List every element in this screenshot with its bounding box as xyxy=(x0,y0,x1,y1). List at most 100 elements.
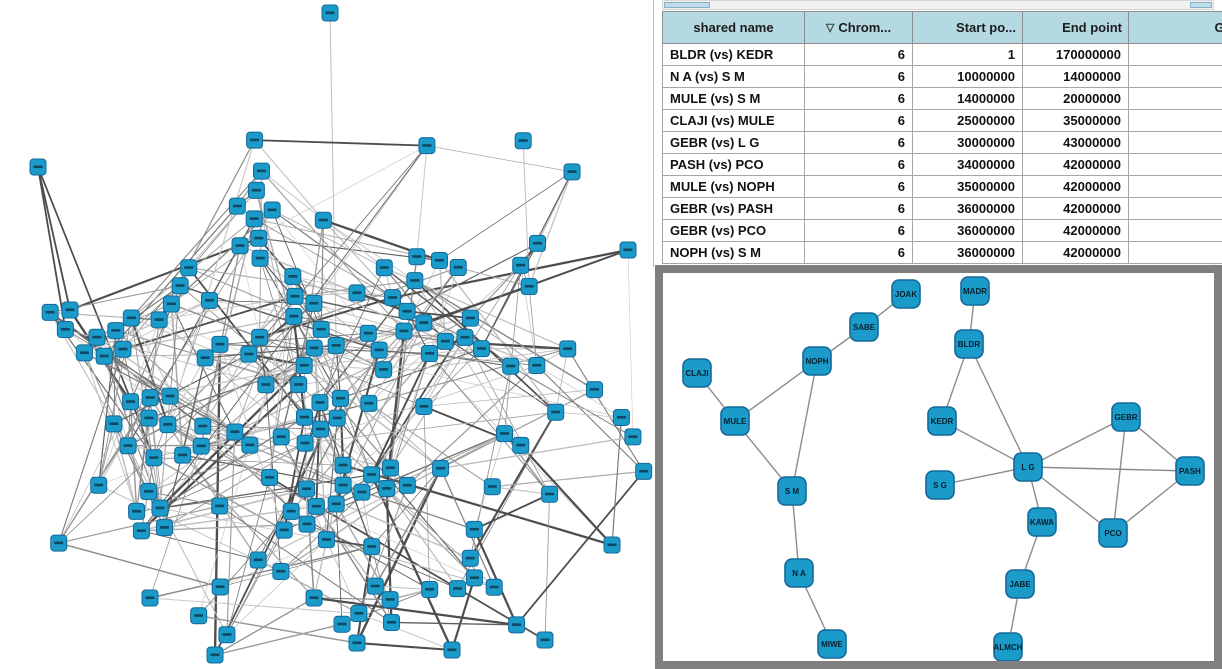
network-node[interactable] xyxy=(122,309,140,327)
network-node[interactable] xyxy=(502,357,520,375)
table-cell[interactable]: 25000000 xyxy=(912,109,1023,132)
network-node-s-m[interactable]: S M xyxy=(777,476,807,506)
network-node[interactable] xyxy=(461,549,479,567)
network-node[interactable] xyxy=(485,578,503,596)
network-node[interactable] xyxy=(200,291,218,309)
table-cell[interactable]: 6 xyxy=(804,197,913,220)
table-cell[interactable]: 35000000 xyxy=(1022,109,1129,132)
network-node[interactable] xyxy=(483,478,501,496)
network-node[interactable] xyxy=(228,197,246,215)
node-shape[interactable] xyxy=(720,406,750,436)
table-cell[interactable]: GEBR (vs) PASH xyxy=(662,197,805,220)
network-node[interactable] xyxy=(140,409,158,427)
network-node[interactable] xyxy=(443,641,461,659)
network-node[interactable] xyxy=(512,256,530,274)
network-node[interactable] xyxy=(512,436,530,454)
network-node[interactable] xyxy=(603,536,621,554)
network-node[interactable] xyxy=(353,483,371,501)
table-cell[interactable]: 36000000 xyxy=(912,241,1023,264)
network-node[interactable] xyxy=(226,423,244,441)
network-node[interactable] xyxy=(251,328,269,346)
network-edge[interactable] xyxy=(1112,416,1127,534)
network-node[interactable] xyxy=(171,277,189,295)
network-node[interactable] xyxy=(29,158,47,176)
network-node[interactable] xyxy=(192,437,210,455)
table-row[interactable]: BLDR (vs) KEDR61170000000192.0 xyxy=(662,43,1222,66)
network-node-almch[interactable]: ALMCH xyxy=(993,632,1023,661)
table-cell[interactable]: 6 xyxy=(804,175,913,198)
horizontal-scrollbar[interactable] xyxy=(662,0,1214,10)
network-node[interactable] xyxy=(56,320,74,338)
network-node[interactable] xyxy=(314,211,332,229)
table-cell[interactable]: 36000000 xyxy=(912,219,1023,242)
network-node[interactable] xyxy=(432,459,450,477)
network-node[interactable] xyxy=(528,356,546,374)
table-cell[interactable]: BLDR (vs) KEDR xyxy=(662,43,805,66)
network-node[interactable] xyxy=(436,332,454,350)
network-node[interactable] xyxy=(495,425,513,443)
table-cell[interactable]: 192.0 xyxy=(1128,43,1222,66)
network-node[interactable] xyxy=(211,335,229,353)
network-node[interactable] xyxy=(307,497,325,515)
network-node[interactable] xyxy=(196,349,214,367)
network-node-miwe[interactable]: MIWE xyxy=(817,629,847,659)
network-node[interactable] xyxy=(252,162,270,180)
network-node[interactable] xyxy=(421,345,439,363)
network-node-noph[interactable]: NOPH xyxy=(802,346,832,376)
table-cell[interactable]: NOPH (vs) S M xyxy=(662,241,805,264)
network-node[interactable] xyxy=(363,538,381,556)
table-cell[interactable]: 170000000 xyxy=(1022,43,1129,66)
table-cell[interactable]: 11.4 xyxy=(1128,153,1222,176)
network-node[interactable] xyxy=(240,345,258,363)
network-node[interactable] xyxy=(180,259,198,277)
network-node[interactable] xyxy=(305,339,323,357)
network-node[interactable] xyxy=(529,234,547,252)
network-node-kedr[interactable]: KEDR xyxy=(927,406,957,436)
network-node[interactable] xyxy=(251,249,269,267)
network-node[interactable] xyxy=(141,389,159,407)
table-row[interactable]: N A (vs) S M610000000140000006.6 xyxy=(662,65,1222,88)
network-node[interactable] xyxy=(194,417,212,435)
network-node[interactable] xyxy=(275,521,293,539)
table-row[interactable]: MULE (vs) S M614000000200000007.5 xyxy=(662,87,1222,110)
table-cell[interactable]: 30000000 xyxy=(912,131,1023,154)
table-cell[interactable]: 1 xyxy=(912,43,1023,66)
network-node-l-g[interactable]: L G xyxy=(1013,452,1043,482)
network-node[interactable] xyxy=(286,287,304,305)
network-node[interactable] xyxy=(231,237,249,255)
network-node[interactable] xyxy=(363,466,381,484)
network-node[interactable] xyxy=(547,403,565,421)
network-node[interactable] xyxy=(472,340,490,358)
node-shape[interactable] xyxy=(1111,402,1141,432)
node-shape[interactable] xyxy=(1013,452,1043,482)
network-node[interactable] xyxy=(285,307,303,325)
network-node[interactable] xyxy=(257,376,275,394)
network-node[interactable] xyxy=(541,485,559,503)
network-node[interactable] xyxy=(249,551,267,569)
node-shape[interactable] xyxy=(682,358,712,388)
network-node[interactable] xyxy=(449,580,467,598)
network-node[interactable] xyxy=(61,301,79,319)
network-node[interactable] xyxy=(211,578,229,596)
network-node[interactable] xyxy=(282,502,300,520)
network-node[interactable] xyxy=(508,616,526,634)
network-node[interactable] xyxy=(318,531,336,549)
table-cell[interactable]: 6 xyxy=(804,109,913,132)
network-node[interactable] xyxy=(333,615,351,633)
table-cell[interactable]: 9.9 xyxy=(1128,241,1222,264)
network-node[interactable] xyxy=(370,341,388,359)
network-node[interactable] xyxy=(415,397,433,415)
network-node[interactable] xyxy=(95,347,113,365)
network-node[interactable] xyxy=(132,522,150,540)
network-node-s-g[interactable]: S G xyxy=(925,470,955,500)
network-node[interactable] xyxy=(246,131,264,149)
node-shape[interactable] xyxy=(993,632,1023,661)
table-cell[interactable]: 6 xyxy=(804,131,913,154)
table-cell[interactable]: 42000000 xyxy=(1022,153,1129,176)
filter-icon[interactable]: ▽ xyxy=(825,22,835,34)
network-edge[interactable] xyxy=(968,343,1029,468)
table-row[interactable]: NOPH (vs) S M636000000420000009.9 xyxy=(662,241,1222,264)
table-cell[interactable]: 6 xyxy=(804,65,913,88)
table-cell[interactable]: 10000000 xyxy=(912,65,1023,88)
network-node[interactable] xyxy=(241,436,259,454)
